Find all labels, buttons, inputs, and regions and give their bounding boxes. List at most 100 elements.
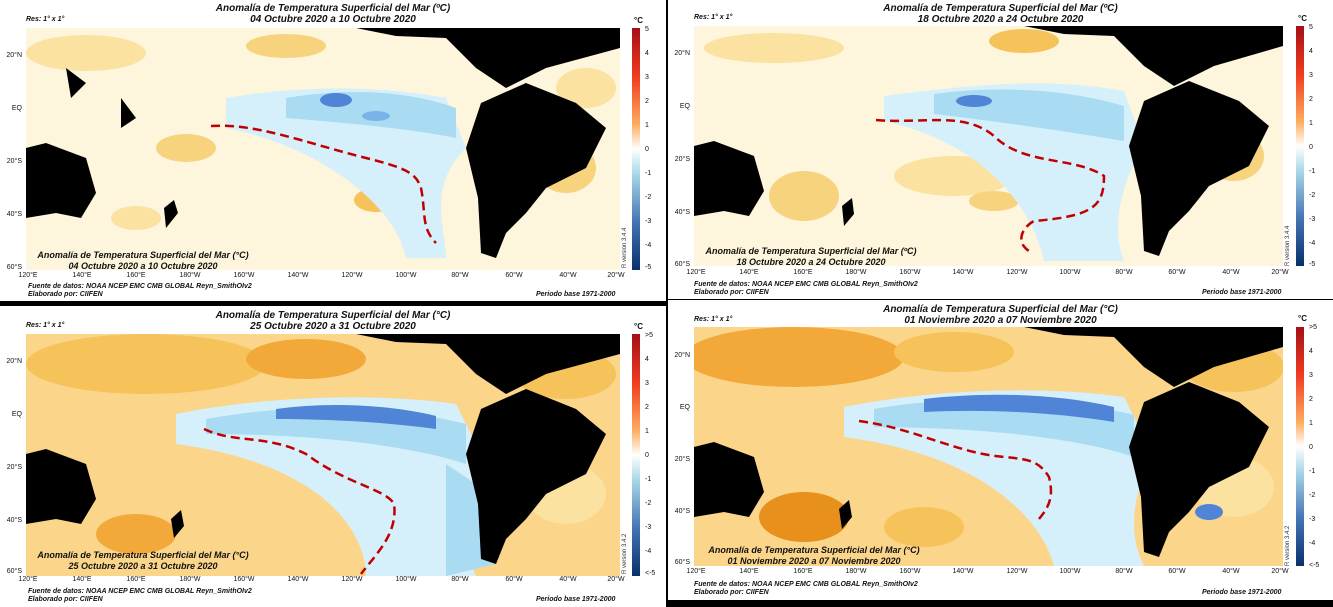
lon-label: 100°W [1059,269,1081,276]
resolution-label: Res: 1° x 1° [26,322,65,329]
cb-label: 2 [645,98,649,105]
cb-label: -1 [645,170,652,177]
base-period: Periodo base 1971-2000 [536,596,616,603]
lon-label: 40°W [559,576,577,583]
sst-anomaly-map [26,28,620,270]
lon-label: 140°W [952,568,974,575]
cb-label: 4 [645,356,649,363]
lon-label: 40°W [1222,269,1240,276]
lon-label: 160°E [793,269,813,276]
unit-label: °C [634,322,643,331]
lon-label: 120°E [18,272,38,279]
lon-label: 60°W [505,576,523,583]
cb-label: -5 [645,264,652,271]
cb-label: -2 [645,194,652,201]
cb-label: 5 [1309,24,1313,31]
unit-label: °C [1298,14,1307,23]
lat-label: 60°S [6,568,22,575]
lon-label: 180°W [845,568,867,575]
cb-label: 1 [1309,120,1313,127]
lon-label: 180°W [845,269,867,276]
lon-label: 140°W [952,269,974,276]
front-dashed-line [210,124,437,244]
panel-title: Anomalía de Temperatura Superficial del … [883,304,1118,326]
lon-label: 120°E [18,576,38,583]
cb-label: 0 [1309,144,1313,151]
lon-label: 160°W [233,272,255,279]
lon-label: 160°W [233,576,255,583]
sst-anomaly-map [694,26,1283,266]
cb-label: 3 [1309,372,1313,379]
cb-label: -2 [1309,192,1316,199]
lat-label: 20°S [674,456,690,463]
lon-label: 160°E [126,576,146,583]
colorbar [1296,327,1304,566]
lon-label: 100°W [1059,568,1081,575]
cb-label: 5 [645,26,649,33]
inset-caption: Anomalía de Temperatura Superficial del … [705,246,917,267]
cb-label: 3 [645,380,649,387]
lon-label: 60°W [505,272,523,279]
lon-label: 60°W [1168,269,1186,276]
cb-label: -1 [1309,168,1316,175]
lat-label: 40°S [674,508,690,515]
base-period: Periodo base 1971-2000 [1202,589,1282,596]
r-version: R version 3.4.4 [1285,225,1291,266]
lat-label: 40°S [674,209,690,216]
inset-caption: Anomalía de Temperatura Superficial del … [37,550,249,571]
cb-label: 1 [645,428,649,435]
cb-label: -3 [645,524,652,531]
cb-label: 1 [1309,420,1313,427]
cb-label: <-5 [645,570,656,577]
lat-label: 20°N [6,52,22,59]
lon-label: 80°W [1115,269,1133,276]
map-panel-1: Anomalía de Temperatura Superficial del … [0,0,666,301]
front-dashed-line [858,419,1053,520]
panel-title: Anomalía de Temperatura Superficial del … [215,310,451,332]
resolution-label: Res: 1° x 1° [26,16,65,23]
lat-label: EQ [679,404,690,411]
lon-label: 160°W [899,269,921,276]
cb-label: 3 [1309,72,1313,79]
cb-label: 4 [645,50,649,57]
lat-label: 60°S [674,261,690,268]
panel-title: Anomalía de Temperatura Superficial del … [215,3,451,25]
base-period: Periodo base 1971-2000 [1202,289,1282,296]
cb-label: 3 [645,74,649,81]
colorbar [1296,26,1304,266]
r-version: R version 3.4.4 [622,227,628,268]
cb-label: 2 [1309,96,1313,103]
lon-label: 20°W [607,272,625,279]
resolution-label: Res: 1° x 1° [694,316,733,323]
source-text: Fuente de datos: NOAA NCEP EMC CMB GLOBA… [28,588,252,603]
cb-label: 2 [645,404,649,411]
cb-label: 0 [645,452,649,459]
lon-label: 40°W [1222,568,1240,575]
lon-label: 120°W [341,576,363,583]
lon-label: 60°W [1168,568,1186,575]
lon-label: 20°W [607,576,625,583]
cb-label: -2 [1309,492,1316,499]
lon-label: 100°W [395,272,417,279]
map-panel-3: Anomalía de Temperatura Superficial del … [0,306,666,607]
cb-label: 1 [645,122,649,129]
cb-label: 2 [1309,396,1313,403]
lat-label: 60°S [6,264,22,271]
sst-anomaly-map [26,334,620,576]
source-text: Fuente de datos: NOAA NCEP EMC CMB GLOBA… [28,283,252,298]
lat-label: EQ [11,105,22,112]
panel-title: Anomalía de Temperatura Superficial del … [883,3,1118,25]
cb-label: -4 [1309,540,1316,547]
lon-label: 180°W [179,272,201,279]
lon-label: 120°W [1006,269,1028,276]
cb-label: -1 [645,476,652,483]
cb-label: -4 [1309,240,1316,247]
lon-label: 140°E [739,568,759,575]
cb-label: >5 [645,332,653,339]
source-text: Fuente de datos: NOAA NCEP EMC CMB GLOBA… [694,281,918,296]
cb-label: -4 [645,242,652,249]
colorbar [632,28,640,270]
sst-anomaly-map [694,327,1283,566]
lon-label: 100°W [395,576,417,583]
cb-label: 4 [1309,348,1313,355]
